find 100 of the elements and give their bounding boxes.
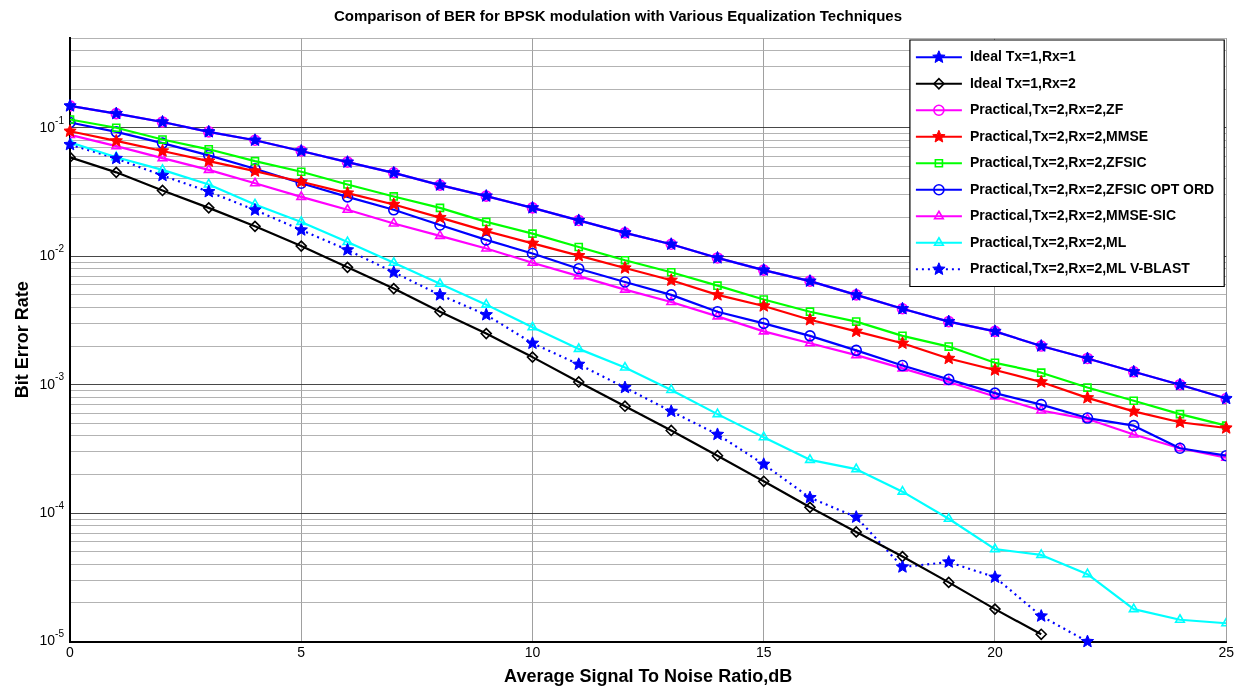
point (155, 143, 170, 157)
point (64, 98, 77, 112)
point (479, 307, 493, 321)
x-tick-label: 0 (66, 643, 75, 660)
point (803, 312, 817, 326)
point (249, 198, 261, 208)
point (110, 166, 123, 179)
legend-label: Practical,Tx=2,Rx=2,ZF (969, 101, 1124, 118)
point (757, 298, 771, 312)
point (109, 133, 123, 147)
point (340, 242, 355, 256)
point (388, 256, 399, 267)
point (713, 281, 722, 291)
point (434, 230, 446, 240)
point (342, 236, 353, 246)
legend-label: Ideal Tx=1,Rx=2 (969, 74, 1076, 91)
point (989, 543, 1001, 553)
x-tick-label: 25 (1218, 643, 1235, 660)
point (711, 305, 724, 318)
point (435, 203, 445, 213)
legend-label: Practical,Tx=2,Rx=2,MMSE-SIC (969, 207, 1177, 224)
point (202, 202, 215, 214)
point (342, 203, 353, 214)
point (1080, 634, 1095, 648)
point (572, 376, 585, 388)
point (526, 247, 539, 260)
point (1128, 428, 1139, 438)
point (897, 485, 908, 495)
point (343, 180, 352, 189)
point (202, 154, 216, 167)
point (1127, 404, 1141, 418)
point (296, 191, 307, 201)
point (156, 137, 169, 149)
point (528, 229, 537, 238)
point (664, 273, 678, 287)
point (525, 236, 540, 250)
x-tick-label: 15 (755, 643, 772, 660)
point (710, 287, 725, 301)
point (1080, 390, 1095, 404)
point (666, 267, 676, 277)
point (664, 404, 678, 418)
point (388, 217, 399, 227)
point (387, 282, 400, 295)
point (387, 197, 401, 211)
point (110, 126, 123, 138)
point (849, 324, 863, 338)
point (572, 248, 586, 262)
point (156, 184, 169, 197)
point (619, 361, 631, 371)
point (1034, 374, 1048, 388)
point (481, 217, 491, 227)
point (666, 296, 677, 306)
point (850, 344, 863, 357)
point (988, 570, 1002, 583)
point (989, 603, 1001, 615)
point (248, 203, 262, 216)
point (203, 178, 214, 188)
point (340, 186, 355, 199)
point (712, 408, 723, 418)
point (757, 317, 770, 330)
legend-label: Practical,Tx=2,Rx=2,ZFSIC OPT ORD (969, 180, 1215, 197)
point (157, 164, 168, 174)
point (294, 223, 308, 236)
point (942, 576, 955, 589)
point (526, 351, 539, 363)
point (64, 137, 77, 151)
point (573, 343, 584, 353)
point (804, 454, 816, 464)
legend-label: Practical,Tx=2,Rx=2,ML (969, 233, 1127, 250)
point (572, 262, 585, 275)
point (804, 330, 816, 342)
point (619, 276, 631, 288)
point (1129, 396, 1139, 406)
point (249, 220, 261, 233)
point (851, 463, 862, 473)
legend-label: Ideal Tx=1,Rx=1 (969, 48, 1076, 65)
point (158, 135, 167, 144)
point (1036, 368, 1046, 378)
point (1035, 628, 1048, 641)
point (757, 457, 771, 471)
x-tick-label: 5 (297, 643, 306, 660)
point (1034, 609, 1048, 622)
point (1174, 613, 1186, 624)
point (573, 270, 584, 280)
point (296, 216, 307, 226)
point (481, 242, 492, 252)
point (943, 512, 954, 523)
point (296, 167, 306, 177)
point (990, 358, 1000, 368)
point (249, 177, 261, 187)
point (1128, 603, 1139, 613)
point (481, 298, 492, 308)
point (389, 192, 399, 201)
point (895, 336, 910, 350)
point (849, 510, 863, 523)
point (665, 289, 678, 301)
point (204, 144, 214, 154)
point (250, 156, 260, 166)
point (619, 283, 631, 293)
point (944, 342, 954, 351)
